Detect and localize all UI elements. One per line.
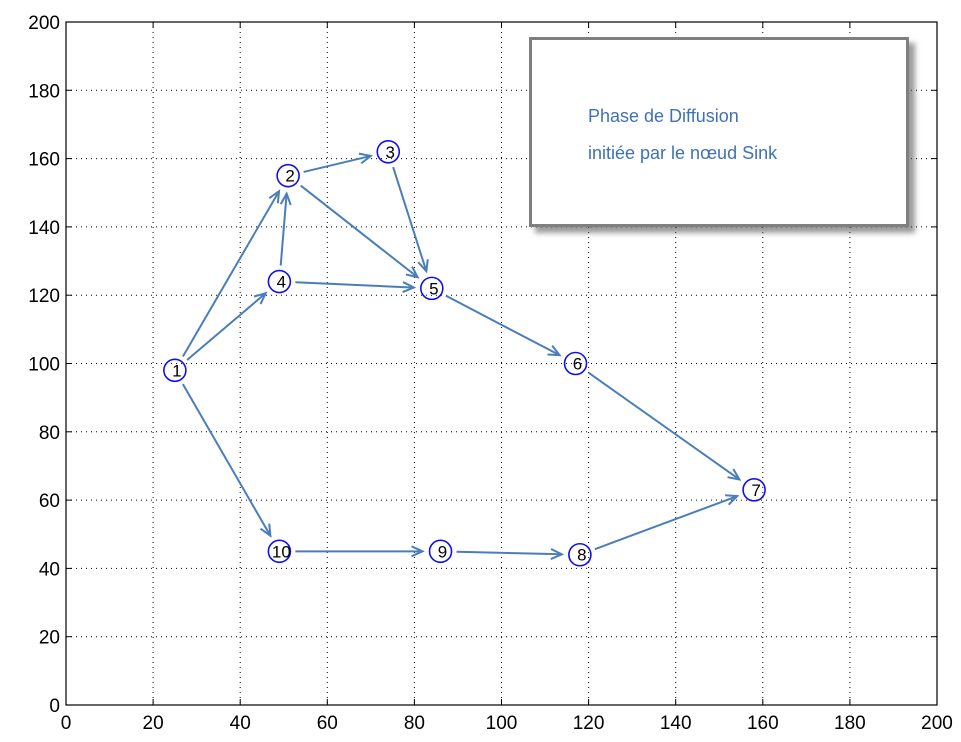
- node-label: 2: [285, 167, 294, 186]
- y-tick-label: 80: [39, 423, 60, 444]
- x-tick-label: 160: [747, 713, 779, 734]
- node-label: 8: [577, 546, 586, 565]
- node-3: 3: [376, 139, 401, 164]
- y-tick-label: 140: [28, 218, 60, 239]
- node-1: 1: [163, 358, 187, 383]
- node-label: 10: [272, 542, 291, 561]
- edge-arrow-9-8: [456, 552, 562, 555]
- node-circle: [376, 139, 401, 164]
- node-10: 10: [267, 539, 292, 564]
- edge-arrow-1-4: [186, 293, 266, 361]
- x-tick-label: 20: [143, 713, 164, 734]
- x-tick-label: 180: [834, 713, 866, 734]
- callout-title: Phase de Diffusion: [588, 106, 739, 126]
- node-2: 2: [276, 163, 300, 188]
- node-circle: [267, 269, 292, 294]
- x-tick-label: 120: [573, 713, 605, 734]
- edges: [182, 156, 740, 555]
- node-circle: [568, 542, 592, 567]
- edge-arrow-4-2: [279, 194, 287, 266]
- y-tick-label: 0: [49, 696, 60, 717]
- y-tick-label: 200: [28, 13, 60, 34]
- node-4: 4: [267, 269, 292, 294]
- node-6: 6: [563, 351, 588, 376]
- y-tick-label: 120: [28, 286, 60, 307]
- node-circle: [428, 539, 453, 564]
- x-tick-label: 80: [404, 713, 425, 734]
- node-label: 9: [438, 542, 447, 561]
- edge-arrow-2-5: [300, 184, 418, 278]
- edge-arrow-6-7: [588, 371, 740, 480]
- x-tick-label: 200: [921, 713, 953, 734]
- edge-arrow-1-10: [182, 383, 271, 536]
- x-tick-label: 140: [660, 713, 692, 734]
- y-tick-label: 180: [28, 81, 60, 102]
- y-tick-label: 160: [28, 150, 60, 171]
- node-circle: [163, 358, 187, 383]
- x-tick-label: 0: [61, 713, 72, 734]
- node-7: 7: [742, 478, 766, 502]
- edge-arrow-2-3: [303, 156, 371, 173]
- node-label: 6: [573, 355, 582, 374]
- node-label: 1: [172, 361, 181, 380]
- y-tick-label: 20: [39, 628, 60, 649]
- nodes: 1 2 3 4 5 6 7 8 9 10: [163, 139, 766, 567]
- node-label: 3: [386, 143, 395, 162]
- node-8: 8: [568, 542, 592, 567]
- node-5: 5: [420, 276, 444, 301]
- y-tick-label: 60: [39, 491, 60, 512]
- edge-arrow-1-2: [182, 191, 279, 358]
- edge-arrow-5-6: [445, 294, 560, 355]
- x-tick-label: 100: [486, 713, 518, 734]
- node-9: 9: [428, 539, 453, 564]
- node-circle: [276, 163, 300, 188]
- y-tick-label: 40: [39, 559, 60, 580]
- node-circle: [267, 539, 292, 564]
- x-tick-label: 60: [317, 713, 338, 734]
- node-label: 5: [429, 279, 438, 298]
- node-circle: [420, 276, 444, 301]
- node-circle: [742, 478, 766, 502]
- node-label: 4: [277, 273, 286, 292]
- node-circle: [563, 351, 588, 376]
- node-label: 7: [751, 481, 760, 500]
- callout-subtitle: initiée par le nœud Sink: [588, 143, 778, 163]
- callout-box: Phase de Diffusion initiée par le nœud S…: [529, 37, 909, 227]
- edge-arrow-3-5: [392, 166, 426, 271]
- axis-ticks: 0 20 40 60 80 100 120 140 160 180 200 0 20 40 60 80 100 1…: [28, 13, 953, 734]
- edge-arrow-4-5: [295, 282, 413, 287]
- edge-arrow-8-7: [594, 496, 737, 551]
- x-tick-label: 40: [230, 713, 251, 734]
- y-tick-label: 100: [28, 355, 60, 376]
